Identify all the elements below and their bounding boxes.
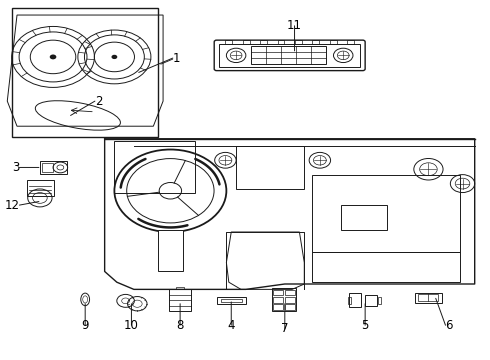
Text: 5: 5 (362, 319, 369, 332)
Bar (40, 161, 67, 174)
Bar (273, 297, 283, 303)
Bar (251, 46, 326, 64)
Bar (312, 40, 319, 44)
Bar (312, 175, 460, 252)
Text: 1: 1 (173, 51, 180, 64)
Bar (378, 297, 381, 305)
Text: 3: 3 (12, 161, 20, 174)
Text: 9: 9 (81, 319, 89, 332)
Text: 10: 10 (124, 319, 139, 332)
Text: 6: 6 (445, 319, 453, 332)
Text: 4: 4 (227, 319, 235, 332)
Text: 8: 8 (176, 319, 184, 332)
Bar (219, 44, 360, 67)
Bar (415, 293, 441, 303)
Bar (330, 40, 337, 44)
Bar (260, 40, 267, 44)
Bar (341, 205, 387, 230)
Bar (285, 304, 295, 310)
Bar (295, 40, 302, 44)
Circle shape (49, 54, 56, 59)
Bar (347, 297, 350, 305)
Bar (217, 297, 246, 304)
Bar (418, 294, 438, 301)
Bar (236, 146, 304, 189)
Text: 2: 2 (95, 95, 102, 108)
Bar (225, 40, 232, 44)
Bar (273, 290, 283, 296)
Bar (271, 288, 296, 311)
Bar (170, 289, 191, 311)
Bar (158, 230, 183, 271)
Bar (365, 295, 377, 306)
Bar (285, 290, 295, 296)
Text: 11: 11 (287, 19, 302, 32)
Text: 12: 12 (4, 199, 20, 212)
Bar (220, 299, 242, 302)
Circle shape (111, 55, 117, 59)
Bar (243, 40, 249, 44)
Bar (312, 252, 460, 282)
Bar (347, 40, 354, 44)
Bar (349, 293, 361, 307)
Bar (27, 180, 53, 196)
Bar (114, 140, 195, 193)
Text: 7: 7 (281, 322, 289, 335)
Bar (285, 297, 295, 303)
Bar (42, 163, 52, 172)
Bar (273, 304, 283, 310)
Bar (277, 40, 284, 44)
Bar (12, 8, 158, 137)
Bar (176, 287, 184, 289)
